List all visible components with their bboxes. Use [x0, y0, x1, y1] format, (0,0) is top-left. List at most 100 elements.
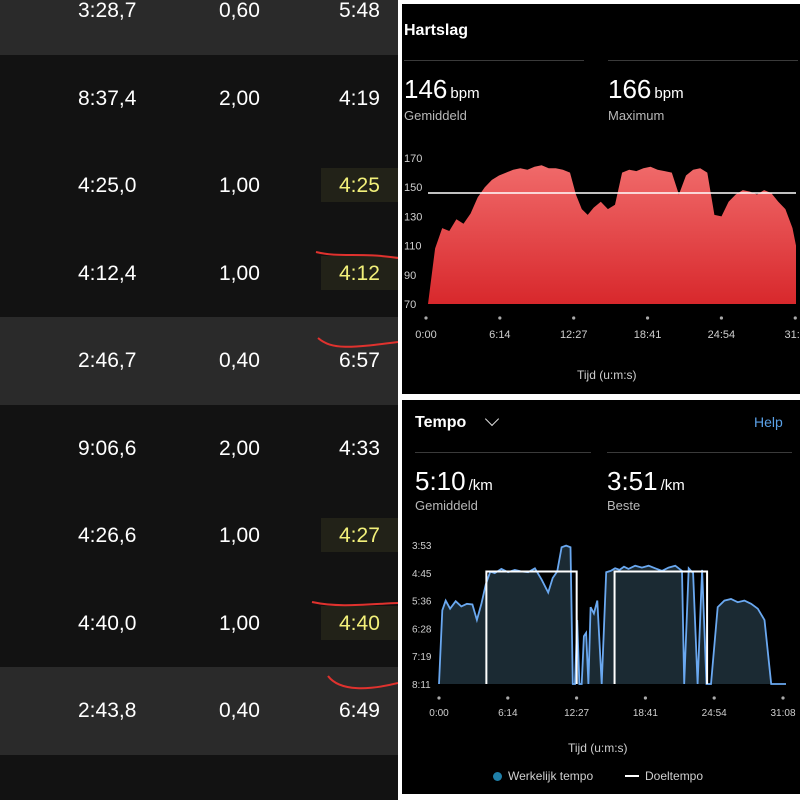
actual-pace-line-series [438, 544, 786, 685]
lap-distance: 0,40 [219, 349, 260, 372]
x-tick-dot [498, 316, 502, 320]
x-tick-label: 24:54 [708, 329, 736, 341]
x-tick-label: 0:00 [429, 708, 449, 719]
lap-row[interactable]: 4:25,0 1,00 4:25 [0, 142, 398, 230]
lap-row[interactable]: 2:43,8 0,40 6:49 [0, 667, 398, 755]
lap-time: 4:25,0 [78, 174, 137, 197]
lap-pace: 4:19 [339, 86, 380, 110]
avg-heart-rate-value: 146 bpm [404, 74, 480, 105]
max-heart-rate-unit: bpm [654, 85, 684, 102]
separator [415, 452, 591, 453]
avg-pace-unit: /km [468, 477, 493, 494]
x-tick-dot [506, 696, 510, 700]
x-tick-label: 6:14 [498, 708, 518, 719]
y-tick-label: 170 [404, 153, 422, 165]
actual-pace-area [439, 545, 786, 684]
avg-pace-label: Gemiddeld [415, 498, 478, 513]
lap-time: 8:37,4 [78, 86, 137, 110]
lap-time: 2:43,8 [78, 699, 137, 722]
best-pace-label: Beste [607, 498, 641, 513]
lap-time: 4:40,0 [78, 611, 137, 635]
tempo-x-axis-title: Tijd (u:m:s) [568, 741, 628, 755]
y-tick-label: 7:19 [412, 652, 432, 663]
lap-pace: 4:25 [321, 168, 398, 202]
best-pace-value: 3:51/km [607, 466, 685, 497]
avg-heart-rate-unit: bpm [450, 85, 480, 102]
lap-pace: 4:12 [321, 255, 398, 290]
lap-row[interactable]: 8:37,4 2,00 4:19 [0, 55, 398, 143]
lap-distance: 1,00 [219, 261, 260, 285]
avg-pace-value: 5:10/km [415, 466, 493, 497]
lap-distance: 1,00 [219, 174, 260, 197]
max-heart-rate-value: 166 bpm [608, 74, 684, 105]
x-tick-label: 31:08 [770, 708, 795, 719]
x-tick-dot [437, 696, 441, 700]
target-pace-segment [613, 570, 709, 684]
collage-divider-horizontal [402, 396, 800, 400]
x-tick-label: 6:14 [489, 329, 510, 341]
x-tick-dot [645, 316, 650, 320]
y-tick-label: 5:36 [412, 597, 432, 608]
x-tick-dot [643, 696, 647, 700]
y-tick-label: 150 [404, 182, 422, 194]
heart-rate-chart[interactable]: 70 90 110 130 150 170 0:00 6:14 12:27 18:41 24:54 3… [402, 4, 800, 394]
legend-actual-label: Werkelijk tempo [508, 769, 594, 783]
y-tick-label: 6:28 [412, 624, 432, 635]
x-tick-label: 18:41 [634, 329, 662, 341]
heart-rate-x-axis-title: Tijd (u:m:s) [577, 368, 637, 382]
y-tick-label: 130 [404, 211, 422, 223]
lap-time: 3:28,7 [78, 0, 137, 22]
lap-time: 4:12,4 [78, 261, 137, 285]
avg-pace-number: 5:10 [415, 466, 466, 496]
max-heart-rate-label: Maximum [608, 108, 665, 123]
lap-time: 4:26,6 [78, 524, 137, 547]
lap-distance: 2,00 [219, 86, 260, 110]
lap-time: 9:06,6 [78, 436, 137, 460]
separator [404, 60, 584, 61]
x-tick-label: 31:0 [785, 329, 800, 341]
help-link[interactable]: Help [754, 414, 783, 430]
separator [608, 60, 798, 61]
lap-pace: 4:40 [321, 605, 398, 640]
lap-row[interactable]: 4:40,0 1,00 4:40 [0, 580, 398, 668]
tempo-title[interactable]: Tempo [415, 414, 467, 431]
y-tick-label: 70 [404, 299, 416, 311]
tempo-chart[interactable]: 3:53 4:45 5:36 6:28 7:19 8:11 0:00 6:14 12:27 18:… [402, 400, 800, 794]
separator [607, 452, 792, 453]
best-pace-number: 3:51 [607, 466, 658, 496]
x-tick-label: 12:27 [564, 708, 589, 719]
y-tick-label: 4:45 [412, 569, 432, 580]
lap-pace: 4:33 [339, 436, 380, 460]
lap-distance: 1,00 [219, 524, 260, 547]
max-heart-rate-number: 166 [608, 74, 652, 104]
x-tick-dot [719, 316, 724, 320]
lap-row[interactable]: 4:26,6 1,00 4:27 [0, 492, 398, 580]
lap-distance: 2,00 [219, 436, 260, 460]
lap-row[interactable]: 9:06,6 2,00 4:33 [0, 405, 398, 493]
heart-rate-title: Hartslag [404, 22, 469, 39]
legend-target-label: Doeltempo [645, 769, 704, 783]
x-tick-label: 24:54 [702, 708, 727, 719]
lap-pace: 5:48 [339, 0, 380, 22]
avg-heart-rate-number: 146 [404, 74, 448, 104]
tempo-panel: Tempo Help 5:10/km Gemiddeld 3:51/km Bes… [402, 400, 800, 794]
lap-row[interactable]: 4:12,4 1,00 4:12 [0, 230, 398, 318]
collage-divider-vertical [398, 0, 402, 800]
legend-target-pace: Doeltempo [625, 769, 703, 783]
lap-pace: 6:57 [339, 349, 380, 372]
y-tick-label: 3:53 [412, 541, 432, 552]
legend-dot-icon [493, 771, 502, 781]
x-tick-label: 12:27 [560, 329, 588, 341]
lap-row[interactable]: 3:28,7 0,60 5:48 [0, 0, 398, 55]
lap-time: 2:46,7 [78, 349, 137, 372]
legend-actual-pace: Werkelijk tempo [493, 769, 593, 783]
lap-row[interactable]: 2:46,7 0,40 6:57 [0, 317, 398, 405]
x-tick-dot [424, 316, 428, 320]
x-tick-dot [781, 696, 785, 700]
avg-heart-rate-label: Gemiddeld [404, 108, 467, 123]
target-pace-segment [485, 570, 578, 684]
heart-rate-area-series [428, 165, 796, 304]
lap-distance: 0,40 [219, 699, 260, 722]
x-tick-label: 18:41 [633, 708, 658, 719]
x-tick-dot [572, 316, 576, 320]
